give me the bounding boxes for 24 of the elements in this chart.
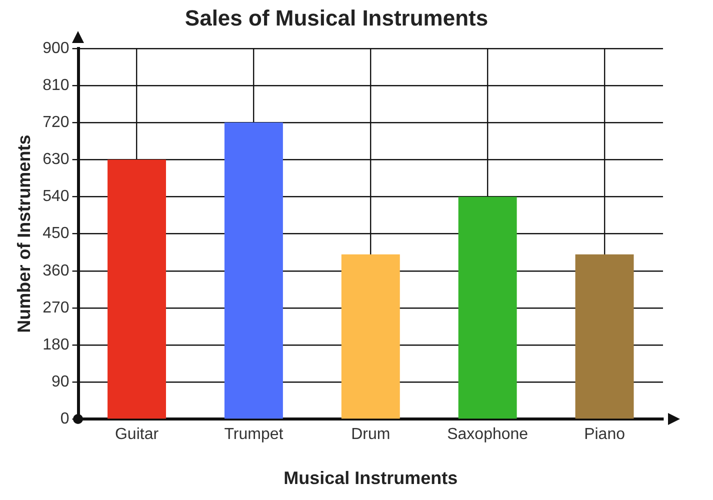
- bar: [108, 160, 166, 419]
- y-tick-label: 180: [42, 336, 70, 354]
- y-tick-label: 540: [42, 188, 70, 206]
- x-tick-label: Trumpet: [224, 426, 284, 444]
- y-tick-label: 900: [42, 40, 70, 57]
- y-tick-label: 360: [42, 262, 70, 280]
- x-tick-label: Piano: [584, 426, 626, 444]
- chart-title: Sales of Musical Instruments: [184, 5, 488, 30]
- y-tick-label: 450: [42, 225, 70, 242]
- y-tick-label: 810: [42, 76, 70, 94]
- bar: [575, 254, 634, 419]
- y-tick-label: 630: [42, 151, 70, 168]
- x-tick-label: Saxophone: [447, 426, 528, 444]
- x-axis-title: Musical Instruments: [284, 468, 458, 488]
- y-axis-title: Number of Instruments: [14, 134, 34, 333]
- bar: [224, 122, 283, 419]
- y-tick-label: 0: [60, 410, 70, 428]
- x-tick-label: Drum: [351, 426, 390, 444]
- bar: [341, 254, 400, 419]
- y-tick-label: 270: [42, 299, 70, 316]
- y-tick-label: 90: [52, 374, 70, 391]
- y-tick-label: 720: [42, 114, 70, 131]
- bar: [458, 196, 517, 419]
- x-tick-label: Guitar: [114, 426, 160, 444]
